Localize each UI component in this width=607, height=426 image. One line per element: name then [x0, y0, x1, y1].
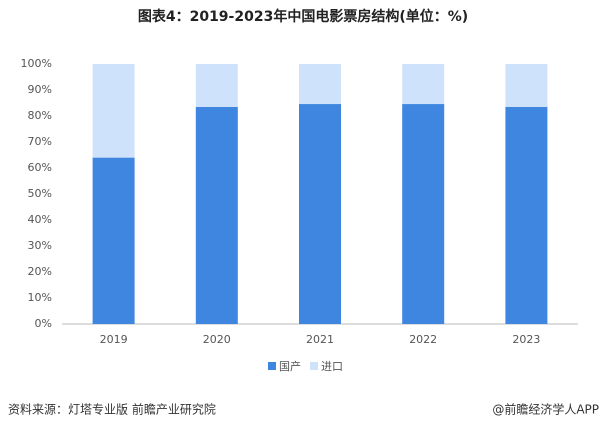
bar-segment	[505, 64, 548, 107]
y-tick-label: 90%	[28, 83, 52, 96]
bar-segment	[505, 106, 548, 325]
x-tick-label: 2021	[306, 333, 334, 346]
y-tick-label: 50%	[28, 187, 52, 200]
bar-segment	[299, 64, 341, 105]
x-tick-label: 2022	[409, 333, 437, 346]
y-tick-label: 80%	[28, 109, 52, 122]
legend-swatch	[268, 362, 276, 370]
credit: @前瞻经济学人APP	[492, 402, 599, 417]
bar-segment	[402, 64, 445, 105]
legend-swatch	[310, 362, 318, 370]
bar-segment	[195, 64, 238, 107]
bar-segment	[92, 64, 135, 158]
legend-label: 国产	[279, 359, 301, 373]
bar-segment	[195, 106, 238, 325]
source: 资料来源：灯塔专业版 前瞻产业研究院	[8, 402, 216, 417]
y-tick-label: 20%	[28, 265, 52, 278]
bar-segment	[402, 104, 445, 324]
bar-segment	[92, 157, 135, 324]
legend-label: 进口	[321, 360, 343, 373]
y-tick-label: 0%	[35, 317, 52, 330]
y-tick-label: 100%	[21, 57, 52, 70]
y-tick-label: 30%	[28, 239, 52, 252]
x-tick-label: 2023	[512, 333, 540, 346]
x-tick-label: 2020	[203, 333, 231, 346]
y-tick-label: 10%	[28, 291, 52, 304]
y-tick-label: 60%	[28, 161, 52, 174]
bar-segment	[299, 104, 341, 324]
y-tick-label: 70%	[28, 135, 52, 148]
chart-title: 图表4：2019-2023年中国电影票房结构(单位：%)	[138, 8, 468, 25]
x-tick-label: 2019	[100, 333, 128, 346]
y-tick-label: 40%	[28, 213, 52, 226]
